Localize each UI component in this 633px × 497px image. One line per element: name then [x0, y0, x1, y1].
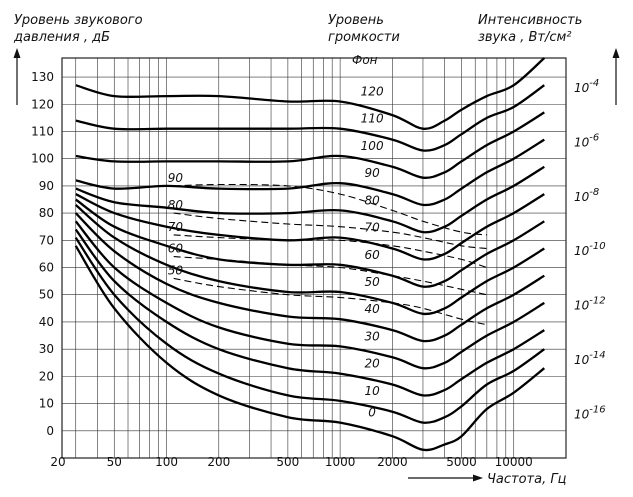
- y-tick-label: 0: [46, 424, 54, 438]
- curve-label-40: 40: [364, 302, 380, 316]
- y-tick-label: 130: [31, 70, 54, 84]
- middle-axis-title-line2: громкости: [328, 30, 400, 45]
- loudness-curves: [74, 57, 546, 452]
- y-tick-label: 90: [39, 179, 54, 193]
- loudness-curve-60: [75, 198, 545, 288]
- intensity-base: 10: [574, 81, 590, 95]
- left-axis-arrow: [13, 48, 21, 105]
- loudness-curve-100: [75, 111, 545, 179]
- x-tick-label: 2000: [377, 455, 408, 469]
- loudness-curve-30: [74, 220, 545, 370]
- intensity-exponent: -8: [589, 187, 599, 198]
- intensity-base: 10: [574, 135, 590, 149]
- intensity-tick-label: 10-12: [574, 296, 606, 313]
- middle-axis-title-line1: Уровень: [328, 13, 384, 28]
- intensity-base: 10: [574, 244, 590, 258]
- curve-label-110: 110: [361, 112, 384, 126]
- loudness-curve-90: [75, 138, 545, 207]
- intensity-tick-label: 10-14: [574, 350, 606, 367]
- dashed-label-70: 70: [168, 220, 184, 234]
- phon-header: Фон: [352, 53, 378, 67]
- x-tick-label: 200: [207, 455, 230, 469]
- y-tick-label: 120: [31, 97, 54, 111]
- loudness-curve-80: [75, 165, 545, 234]
- x-tick-labels: 20 50 100 200 500 1000 2000 5000 10000: [50, 455, 532, 469]
- curve-label-80: 80: [364, 193, 380, 207]
- y-tick-label: 10: [39, 397, 54, 411]
- intensity-exponent: -4: [589, 78, 599, 89]
- curve-label-90: 90: [364, 166, 380, 180]
- dashed-curve-60: [173, 256, 487, 296]
- y-tick-label: 60: [39, 261, 54, 275]
- dashed-curve-70: [173, 234, 487, 269]
- intensity-tick-label: 10-6: [574, 132, 599, 149]
- y-tick-label: 40: [39, 315, 54, 329]
- x-tick-label: 10000: [495, 455, 533, 469]
- loudness-curve-110: [75, 84, 545, 152]
- intensity-tick-label: 10-10: [574, 241, 606, 258]
- dashed-curve-80: [173, 212, 487, 250]
- dashed-label-60: 60: [168, 242, 184, 256]
- y-tick-label: 110: [31, 124, 54, 138]
- loudness-curve-70: [75, 193, 545, 261]
- intensity-exponent: -16: [589, 404, 605, 415]
- intensity-exponent: -6: [589, 132, 599, 143]
- loudness-curve-0: [74, 245, 546, 452]
- loudness-curve-40: [74, 212, 545, 343]
- dashed-label-50: 50: [168, 263, 184, 277]
- loudness-curve-50: [74, 204, 545, 316]
- y-tick-label: 70: [39, 233, 54, 247]
- x-tick-label: 5000: [446, 455, 477, 469]
- y-tick-label: 80: [39, 206, 54, 220]
- y-tick-label: 100: [31, 152, 54, 166]
- loudness-curve-120: [75, 57, 546, 130]
- curve-label-100: 100: [361, 139, 384, 153]
- curve-label-70: 70: [364, 221, 380, 235]
- left-axis-title-line1: Уровень звукового: [14, 13, 143, 28]
- y-tick-labels: 0 10 20 30 40 50 60 70 80 90 100 110 120 130: [31, 70, 54, 438]
- left-axis-title-line2: давления , дБ: [13, 30, 110, 45]
- intensity-base: 10: [574, 190, 590, 204]
- dashed-curve-90: [173, 183, 487, 236]
- intensity-exponent: -14: [589, 350, 605, 361]
- right-axis-title-line1: Интенсивность: [478, 13, 582, 28]
- right-axis-title-line2: звука , Вт/см²: [478, 30, 572, 45]
- intensity-base: 10: [574, 299, 590, 313]
- dashed-label-90: 90: [168, 171, 184, 185]
- curve-label-0: 0: [368, 406, 376, 420]
- x-axis-arrow: [408, 474, 483, 482]
- right-axis-arrow: [612, 48, 620, 105]
- curve-labels: 0 10 20 30 40 50 60 70 80 90 100 110 120 90 80 70 60 50: [168, 85, 384, 420]
- loudness-curve-10: [74, 236, 545, 424]
- curve-label-20: 20: [364, 357, 380, 371]
- curve-label-10: 10: [364, 384, 380, 398]
- intensity-tick-label: 10-16: [574, 404, 606, 421]
- x-tick-label: 100: [155, 455, 178, 469]
- intensity-tick-label: 10-8: [574, 187, 599, 204]
- y-tick-label: 20: [39, 369, 54, 383]
- x-tick-label: 20: [50, 455, 65, 469]
- intensity-exponent: -12: [589, 296, 605, 307]
- x-tick-label: 1000: [325, 455, 356, 469]
- intensity-tick-label: 10-4: [574, 78, 599, 95]
- curve-label-60: 60: [364, 248, 380, 262]
- curve-label-50: 50: [364, 275, 380, 289]
- y-tick-label: 50: [39, 288, 54, 302]
- curve-label-120: 120: [361, 85, 384, 99]
- intensity-base: 10: [574, 353, 590, 367]
- x-axis-title: Частота, Гц: [487, 472, 567, 487]
- dashed-curve-50: [173, 277, 487, 326]
- intensity-base: 10: [574, 407, 590, 421]
- y-tick-label: 30: [39, 342, 54, 356]
- intensity-exponent: -10: [589, 241, 605, 252]
- loudness-curve-20: [74, 228, 545, 397]
- dashed-label-80: 80: [168, 198, 184, 212]
- curve-label-30: 30: [364, 329, 380, 343]
- x-tick-label: 500: [276, 455, 299, 469]
- x-tick-label: 50: [107, 455, 122, 469]
